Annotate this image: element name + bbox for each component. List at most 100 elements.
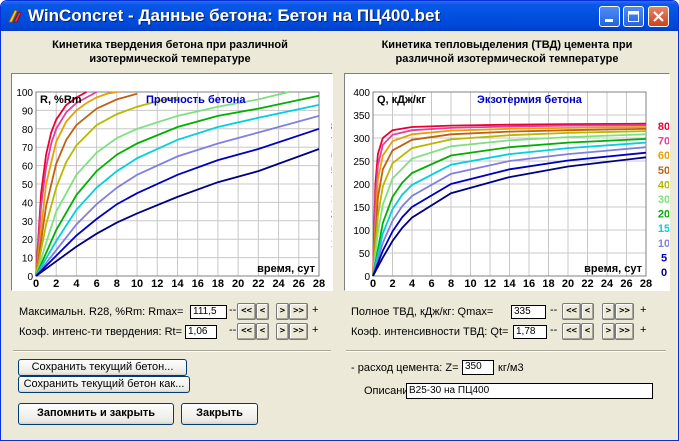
series-line-10 (35, 115, 320, 277)
legend-label-70: 70 (331, 136, 332, 148)
legend-label-20: 20 (331, 209, 332, 221)
rt-label: Коэф. интенс-ти твердения: Rt= (19, 326, 183, 338)
qt-decrease-button[interactable]: < (581, 323, 594, 340)
qmax-fast-increase-button[interactable]: >> (615, 303, 634, 320)
qt-plus-label: + (640, 324, 647, 336)
legend-label-50: 50 (331, 165, 332, 177)
legend-label-10: 10 (658, 238, 669, 250)
qt-field[interactable]: 1,78 (513, 325, 547, 339)
x-tick-label: 16 (192, 278, 204, 290)
y-axis-label: Q, кДж/кг (377, 94, 426, 106)
x-tick-label: 26 (620, 278, 632, 290)
qt-fast-increase-button[interactable]: >> (615, 323, 634, 340)
plot-frame (372, 91, 647, 277)
x-tick-label: 22 (581, 278, 593, 290)
x-axis-label: время, сут (584, 263, 642, 275)
series-line-70 (35, 91, 98, 277)
qt-fast-decrease-button[interactable]: << (562, 323, 581, 340)
legend-label-30: 30 (331, 194, 332, 206)
maximize-button[interactable] (623, 6, 644, 27)
y-tick-label: 70 (22, 143, 34, 154)
y-tick-label: 0 (364, 272, 370, 283)
cement-label: - расход цемента: Z= (351, 362, 459, 374)
rt-fast-increase-button[interactable]: >> (289, 323, 308, 340)
rmax-fast-decrease-button[interactable]: << (237, 303, 256, 320)
close-icon (653, 11, 664, 22)
series-line-0 (35, 148, 320, 277)
save-current-button[interactable]: Сохранить текущий бетон... (18, 359, 187, 376)
description-label: Описание: (364, 385, 418, 397)
y-tick-label: 50 (22, 180, 34, 191)
title-bar[interactable]: WinConcret - Данные бетона: Бетон на ПЦ4… (1, 1, 678, 31)
legend-label-20: 20 (658, 209, 669, 221)
qt-increase-button[interactable]: > (602, 323, 615, 340)
series-line-0 (372, 156, 647, 277)
x-tick-label: 0 (370, 278, 376, 290)
x-tick-label: 24 (601, 278, 614, 290)
legend-label-50: 50 (658, 165, 669, 177)
y-tick-label: 80 (22, 125, 34, 136)
heat-chart: 0 2 4 6 8 10 12 14 16 18 20 22 24 26 28 0 50 100 150 200 250… (344, 73, 670, 291)
rmax-minus-label: -- (229, 304, 237, 316)
x-axis-label: время, сут (257, 263, 315, 275)
legend-label-15: 15 (331, 223, 332, 235)
left-separator (13, 350, 331, 352)
y-tick-label: 350 (353, 111, 370, 122)
qt-label: Коэф. интенсивности ТВД: Qt= (351, 326, 509, 338)
qmax-field[interactable]: 335 (511, 305, 546, 319)
x-tick-label: 6 (428, 278, 434, 290)
rmax-decrease-button[interactable]: < (256, 303, 269, 320)
y-tick-label: 10 (22, 254, 34, 265)
minimize-icon (605, 19, 613, 22)
x-tick-label: 20 (232, 278, 244, 290)
x-tick-label: 22 (252, 278, 264, 290)
remember-close-button[interactable]: Запомнить и закрыть (18, 403, 174, 425)
legend-label-15: 15 (658, 223, 669, 235)
rmax-fast-increase-button[interactable]: >> (289, 303, 308, 320)
legend-label-40: 40 (331, 179, 332, 191)
x-tick-label: 8 (448, 278, 454, 290)
x-tick-label: 24 (272, 278, 285, 290)
qmax-increase-button[interactable]: > (602, 303, 615, 320)
rt-plus-label: + (312, 324, 319, 336)
heat-chart-svg: 0 2 4 6 8 10 12 14 16 18 20 22 24 26 28050100150200250… (353, 88, 669, 290)
cement-field[interactable]: 350 (462, 360, 494, 375)
rt-decrease-button[interactable]: < (256, 323, 269, 340)
rmax-field[interactable]: 111,5 (190, 305, 227, 319)
x-tick-label: 26 (293, 278, 305, 290)
y-tick-label: 150 (353, 203, 370, 214)
qmax-plus-label: + (640, 304, 647, 316)
cement-unit: кг/м3 (498, 362, 524, 374)
legend-label-80: 80 (658, 121, 669, 133)
series-line-30 (35, 91, 289, 277)
x-tick-label: 10 (131, 278, 143, 290)
save-as-button[interactable]: Сохранить текущий бетон как... (18, 376, 190, 393)
series-line-10 (372, 146, 647, 277)
qt-minus-label: -- (550, 324, 558, 336)
app-icon (8, 9, 22, 23)
qmax-decrease-button[interactable]: < (581, 303, 594, 320)
y-tick-label: 60 (22, 162, 34, 173)
chart-caption: Прочность бетона (146, 94, 246, 106)
legend-label-40: 40 (658, 179, 669, 191)
description-field[interactable]: В25-30 на ПЦ400 (406, 383, 653, 399)
close-window-button[interactable] (648, 6, 669, 27)
legend-label-10: 10 (331, 238, 332, 250)
y-tick-label: 400 (353, 88, 370, 99)
strength-chart: 0 2 4 6 8 10 12 14 16 18 20 22 24 26 28 0 10 20 30 40 50 60 70… (11, 73, 333, 291)
close-button[interactable]: Закрыть (181, 403, 258, 425)
rt-fast-decrease-button[interactable]: << (237, 323, 256, 340)
rt-increase-button[interactable]: > (276, 323, 289, 340)
x-tick-label: 2 (53, 278, 59, 290)
y-tick-label: 50 (359, 249, 371, 260)
rmax-increase-button[interactable]: > (276, 303, 289, 320)
x-tick-label: 28 (313, 278, 325, 290)
qmax-fast-decrease-button[interactable]: << (562, 303, 581, 320)
rt-field[interactable]: 1,06 (185, 325, 217, 339)
qmax-minus-label: -- (550, 304, 558, 316)
x-tick-label: 18 (212, 278, 224, 290)
minimize-button[interactable] (599, 6, 620, 27)
legend-label-5: 5 (661, 252, 667, 264)
series-line-5 (372, 151, 647, 277)
